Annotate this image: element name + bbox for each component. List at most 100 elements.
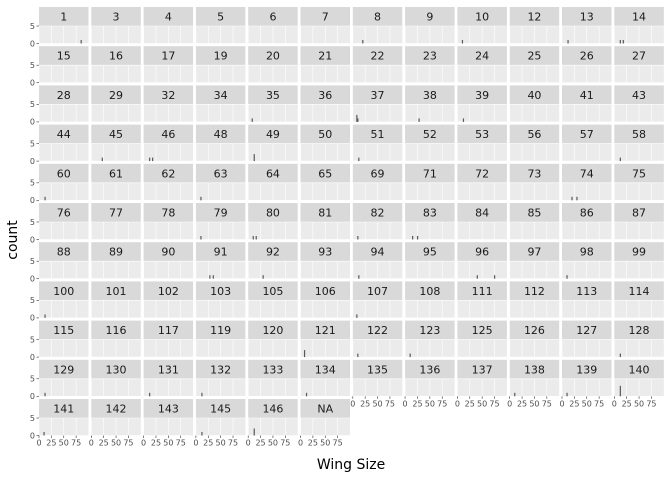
histogram-bar <box>619 353 621 358</box>
facet-strip-label: 51 <box>371 128 385 141</box>
histogram-bar <box>253 154 255 162</box>
histogram-bar <box>622 40 624 44</box>
facet-strip-label: 141 <box>53 403 74 416</box>
facet-strip-label: 44 <box>57 128 71 141</box>
facet-strip-label: 43 <box>632 89 646 102</box>
facet-strip-label: 8 <box>374 11 381 24</box>
histogram-bar <box>44 314 46 318</box>
facet-panel-36: 36 <box>300 85 350 123</box>
histogram-bar <box>619 157 621 162</box>
y-tick-label: 0 <box>30 314 35 323</box>
facet-panel-48: 48 <box>195 124 246 162</box>
facet-strip-label: 81 <box>318 207 332 220</box>
facet-strip <box>248 46 298 66</box>
facet-panel-115: 115 <box>38 320 89 358</box>
facet-panel-65: 65 <box>300 163 350 201</box>
facet-panel-127: 127 <box>561 320 612 358</box>
x-tick-label: 0 <box>403 399 408 408</box>
facet-panel-26: 26 <box>561 46 612 83</box>
x-tick-label: 0 <box>141 439 146 448</box>
x-tick-label: 0 <box>455 399 460 408</box>
facet-strip-label: 38 <box>423 89 437 102</box>
x-tick-label: 75 <box>333 439 343 448</box>
facet-strip-label: 85 <box>527 207 541 220</box>
facet-panel-86: 86 <box>561 203 612 240</box>
x-tick-label: 25 <box>622 399 632 408</box>
facet-strip-label: 87 <box>632 207 646 220</box>
facet-strip-label: 50 <box>318 128 332 141</box>
x-tick-label: 50 <box>268 439 278 448</box>
facet-strip <box>457 359 507 379</box>
facet-strip <box>352 7 403 26</box>
facet-strip-label: 129 <box>53 363 74 376</box>
facet-panel-106: 106 <box>300 281 350 319</box>
facet-strip <box>248 7 298 26</box>
facet-strip <box>614 163 664 183</box>
y-tick-label: 0 <box>30 235 35 244</box>
facet-strip <box>614 320 664 340</box>
facet-strip-label: 1 <box>60 11 67 24</box>
facet-strip <box>195 46 246 66</box>
facet-strip-label: 111 <box>472 285 493 298</box>
facet-panel-46: 46 <box>143 124 194 162</box>
histogram-bar <box>101 157 103 162</box>
facet-panel-20: 20 <box>247 46 298 83</box>
facet-panel-103: 103 <box>195 281 246 319</box>
facet-strip <box>143 359 194 379</box>
facet-strip-label: 28 <box>57 89 71 102</box>
facet-strip-label: 12 <box>527 11 541 24</box>
facet-strip-label: 24 <box>475 50 489 63</box>
facet-panel-90: 90 <box>143 242 194 280</box>
facet-panel-4: 4 <box>143 7 194 44</box>
facet-strip-label: 88 <box>57 246 71 259</box>
facet-panel-61: 61 <box>91 163 141 201</box>
facet-strip-label: 112 <box>524 285 545 298</box>
facet-strip <box>614 46 664 66</box>
facet-panel-140: 140 <box>613 359 664 397</box>
facet-strip <box>405 46 455 66</box>
facet-strip <box>248 163 298 183</box>
facet-panel-82: 82 <box>352 203 403 240</box>
facet-strip-label: 98 <box>580 246 594 259</box>
facet-panel-60: 60 <box>38 163 89 201</box>
facet-panel-135: 135 <box>352 359 403 397</box>
facet-strip <box>300 320 350 340</box>
facet-strip-label: 35 <box>266 89 280 102</box>
facet-panel-5: 5 <box>195 7 246 44</box>
histogram-bar <box>567 40 569 44</box>
facet-strip-label: 53 <box>475 128 489 141</box>
facet-strip <box>405 124 455 144</box>
x-tick-label: 75 <box>542 399 552 408</box>
facet-strip <box>39 399 89 418</box>
facet-panel-125: 125 <box>457 320 507 358</box>
facet-strip-label: 13 <box>580 11 594 24</box>
facet-panel-44: 44 <box>38 124 89 162</box>
histogram-bar <box>566 275 568 279</box>
facet-strip-label: 140 <box>629 363 650 376</box>
facet-strip-label: 136 <box>419 363 440 376</box>
facet-strip-label: 122 <box>367 324 388 337</box>
x-tick-label: 25 <box>569 399 579 408</box>
histogram-bar <box>357 353 359 358</box>
facet-panel-19: 19 <box>195 46 246 83</box>
facet-strip <box>457 163 507 183</box>
facet-panel-119: 119 <box>195 320 246 358</box>
facet-panel-84: 84 <box>457 203 507 240</box>
facet-panel-53: 53 <box>457 124 507 162</box>
facet-panel-146: 146 <box>247 399 298 436</box>
y-tick-label: 0 <box>30 353 35 362</box>
histogram-bar <box>619 385 621 397</box>
facet-strip-label: 142 <box>106 403 127 416</box>
facet-panel-123: 123 <box>404 320 455 358</box>
facet-strip <box>614 203 664 222</box>
facet-strip <box>614 242 664 262</box>
facet-panel-142: 142 <box>91 399 141 436</box>
y-tick-label: 0 <box>30 431 35 440</box>
facet-strip <box>91 85 141 105</box>
histogram-bar <box>251 118 253 122</box>
facet-strip-label: 127 <box>576 324 597 337</box>
facet-panel-51: 51 <box>352 124 403 162</box>
facet-strip <box>509 359 560 379</box>
